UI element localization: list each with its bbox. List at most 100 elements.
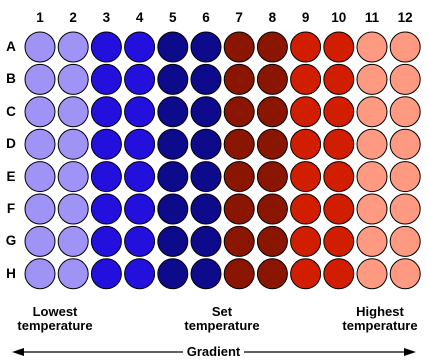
well-B10 [323, 63, 355, 95]
well-D8 [256, 128, 288, 160]
well-C9 [290, 96, 322, 128]
gradient-arrow-right-head [404, 348, 416, 356]
well-A6 [190, 31, 222, 63]
column-label-1: 1 [36, 10, 44, 25]
well-D11 [356, 128, 388, 160]
highest-temperature-label: Highest temperature [333, 305, 427, 333]
row-label-G: G [5, 233, 17, 249]
gradient-label-text: Gradient [182, 344, 245, 359]
well-E1 [24, 161, 56, 193]
well-E7 [223, 161, 255, 193]
well-D4 [124, 128, 156, 160]
set-label-line2: temperature [184, 318, 260, 333]
well-G12 [389, 225, 421, 257]
well-D7 [223, 128, 255, 160]
well-G5 [157, 225, 189, 257]
well-H7 [223, 258, 255, 290]
well-B4 [124, 63, 156, 95]
well-H11 [356, 258, 388, 290]
well-D2 [57, 128, 89, 160]
lowest-temperature-label: Lowest temperature [10, 305, 100, 333]
row-label-A: A [6, 39, 16, 54]
well-G4 [124, 225, 156, 257]
row-label-E: E [6, 168, 16, 184]
well-B8 [256, 63, 288, 95]
well-E12 [389, 161, 421, 193]
column-label-6: 6 [202, 10, 210, 25]
column-label-2: 2 [69, 10, 77, 25]
well-B3 [90, 63, 122, 95]
well-F7 [223, 193, 255, 225]
well-A8 [256, 31, 288, 63]
well-D12 [389, 128, 421, 160]
well-F10 [323, 193, 355, 225]
lowest-label-line1: Lowest [32, 304, 78, 319]
well-G6 [190, 225, 222, 257]
well-H10 [323, 258, 355, 290]
well-E11 [356, 161, 388, 193]
set-label-line1: Set [211, 304, 233, 319]
well-F5 [157, 193, 189, 225]
well-F8 [256, 193, 288, 225]
well-A1 [24, 31, 56, 63]
well-C8 [256, 96, 288, 128]
well-F11 [356, 193, 388, 225]
column-label-4: 4 [135, 10, 144, 25]
highest-label-line1: Highest [356, 304, 404, 319]
well-C1 [24, 96, 56, 128]
well-D5 [157, 128, 189, 160]
column-label-12: 12 [397, 10, 413, 25]
well-D9 [290, 128, 322, 160]
column-label-11: 11 [364, 10, 380, 25]
well-E10 [323, 161, 355, 193]
well-C11 [356, 96, 388, 128]
well-A7 [223, 31, 255, 63]
well-B12 [389, 63, 421, 95]
row-label-C: C [6, 103, 16, 119]
well-B1 [24, 63, 56, 95]
gradient-arrow-left-head [12, 348, 24, 356]
well-C12 [389, 96, 421, 128]
well-H4 [124, 258, 156, 290]
well-H12 [389, 258, 421, 290]
well-E6 [190, 161, 222, 193]
well-G1 [24, 225, 56, 257]
row-label-F: F [6, 201, 16, 216]
well-E2 [57, 161, 89, 193]
row-label-B: B [6, 71, 16, 87]
column-label-9: 9 [301, 10, 310, 25]
well-G7 [223, 225, 255, 257]
well-F12 [389, 193, 421, 225]
well-C7 [223, 96, 255, 128]
well-C10 [323, 96, 355, 128]
set-temperature-label: Set temperature [172, 305, 272, 333]
well-F6 [190, 193, 222, 225]
well-A3 [90, 31, 122, 63]
well-H5 [157, 258, 189, 290]
well-E8 [256, 161, 288, 193]
well-H8 [256, 258, 288, 290]
well-B2 [57, 63, 89, 95]
well-A5 [157, 31, 189, 63]
gradient-label: Gradient [0, 344, 427, 359]
well-G2 [57, 225, 89, 257]
well-G10 [323, 225, 355, 257]
well-H3 [90, 258, 122, 290]
well-A4 [124, 31, 156, 63]
well-G9 [290, 225, 322, 257]
well-G11 [356, 225, 388, 257]
well-H2 [57, 258, 89, 290]
well-A12 [389, 31, 421, 63]
well-D3 [90, 128, 122, 160]
well-A9 [290, 31, 322, 63]
well-G8 [256, 225, 288, 257]
well-F9 [290, 193, 322, 225]
well-E9 [290, 161, 322, 193]
well-E3 [90, 161, 122, 193]
well-B5 [157, 63, 189, 95]
row-label-D: D [6, 136, 16, 152]
well-C3 [90, 96, 122, 128]
well-H9 [290, 258, 322, 290]
